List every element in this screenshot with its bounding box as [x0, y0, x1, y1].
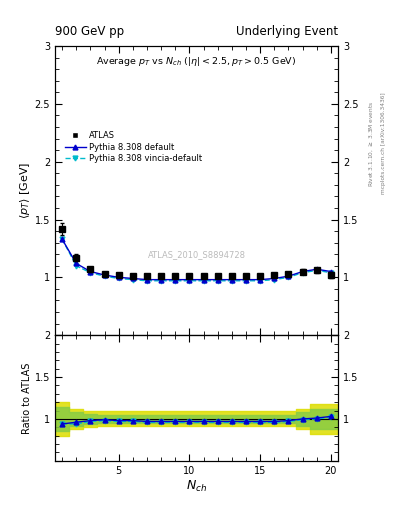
Text: Underlying Event: Underlying Event: [236, 26, 338, 38]
Text: ATLAS_2010_S8894728: ATLAS_2010_S8894728: [147, 250, 246, 259]
X-axis label: $N_{ch}$: $N_{ch}$: [186, 478, 207, 494]
Y-axis label: $\langle p_{T} \rangle$ [GeV]: $\langle p_{T} \rangle$ [GeV]: [18, 162, 32, 219]
Y-axis label: Ratio to ATLAS: Ratio to ATLAS: [22, 362, 32, 434]
Text: 900 GeV pp: 900 GeV pp: [55, 26, 124, 38]
Text: mcplots.cern.ch [arXiv:1306.3436]: mcplots.cern.ch [arXiv:1306.3436]: [381, 93, 386, 194]
Text: Rivet 3.1.10, $\geq$ 3.3M events: Rivet 3.1.10, $\geq$ 3.3M events: [367, 100, 375, 186]
Legend: ATLAS, Pythia 8.308 default, Pythia 8.308 vincia-default: ATLAS, Pythia 8.308 default, Pythia 8.30…: [65, 131, 202, 163]
Text: Average $p_{T}$ vs $N_{ch}$ ($|\eta| < 2.5, p_{T} > 0.5$ GeV): Average $p_{T}$ vs $N_{ch}$ ($|\eta| < 2…: [96, 55, 297, 68]
